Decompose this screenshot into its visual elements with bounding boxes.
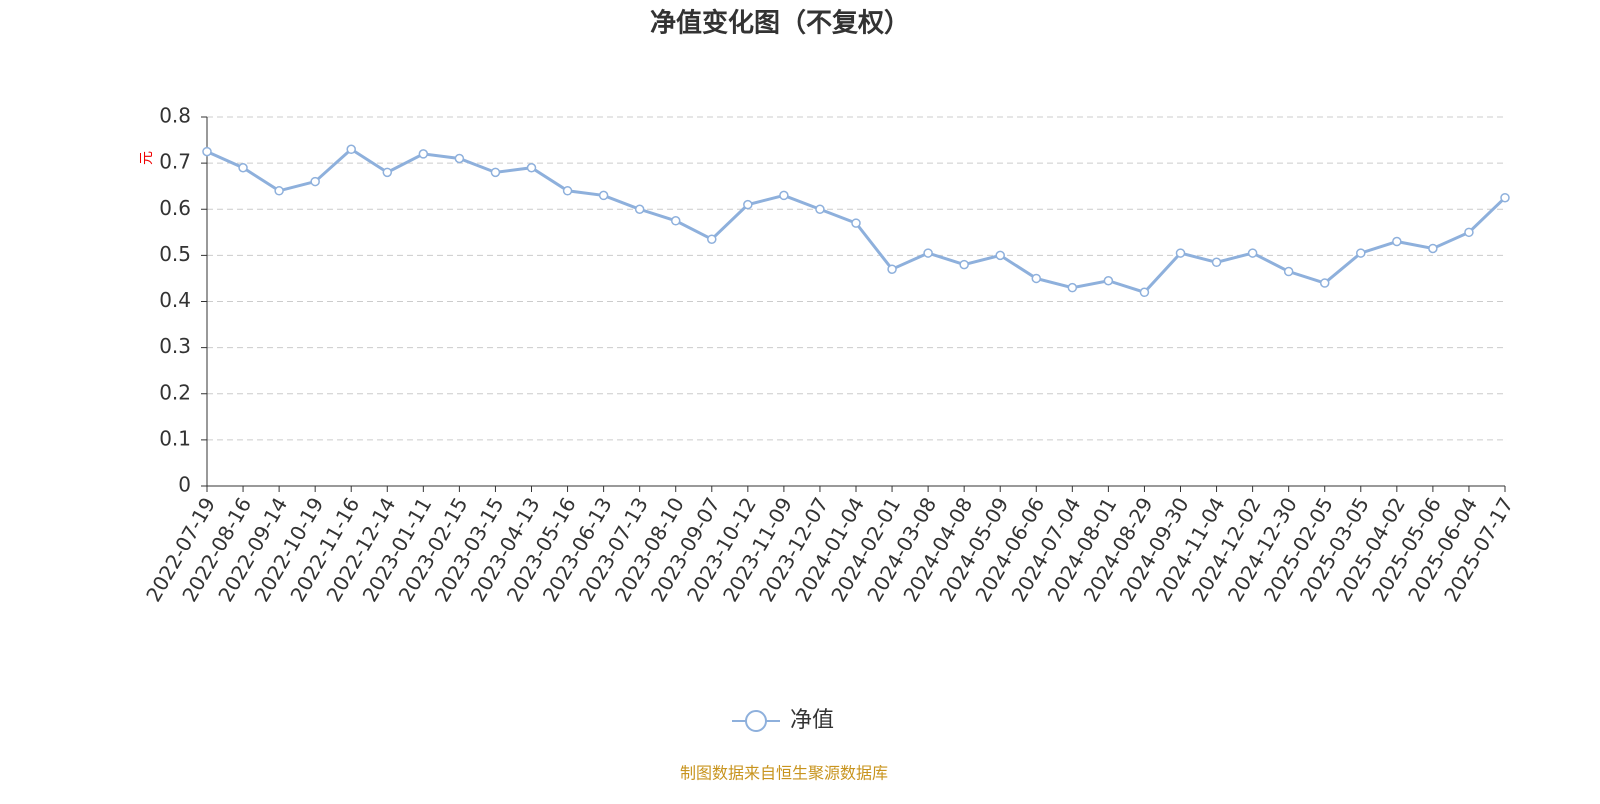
data-point [923, 248, 933, 258]
data-point [346, 144, 356, 155]
legend-marker [745, 710, 767, 732]
chart-title: 净值变化图（不复权） [650, 8, 910, 39]
data-point [1283, 266, 1294, 277]
data-point [1067, 282, 1078, 293]
data-point [887, 264, 897, 274]
data-point [995, 250, 1005, 261]
data-point [562, 186, 573, 196]
y-tick-label: 0.7 [159, 150, 191, 174]
data-point [779, 190, 789, 201]
y-tick-label: 0.2 [159, 380, 191, 404]
data-point [670, 216, 681, 226]
y-tick-label: 0.4 [159, 288, 191, 312]
source-note: 制图数据来自恒生聚源数据库 [680, 764, 888, 783]
y-axis-label: 元 [139, 151, 155, 165]
data-point [310, 176, 320, 187]
data-point [1500, 192, 1510, 203]
data-point [1247, 248, 1258, 258]
data-point [1031, 273, 1042, 284]
y-tick-label: 0.8 [159, 104, 191, 128]
data-point [1356, 248, 1366, 258]
data-point [1139, 287, 1150, 298]
data-point [274, 186, 284, 196]
legend-label: 净值 [790, 708, 834, 733]
data-point [959, 259, 969, 270]
data-point [707, 234, 717, 244]
data-point [634, 204, 645, 214]
data-point [1464, 227, 1474, 238]
data-point [1319, 278, 1330, 288]
data-point [238, 162, 248, 173]
data-point [382, 167, 393, 178]
data-point [598, 190, 609, 201]
y-tick-label: 0.3 [159, 334, 191, 358]
data-point [743, 199, 753, 210]
data-point [851, 218, 861, 228]
data-point [1211, 257, 1222, 268]
data-point [1103, 275, 1114, 286]
y-tick-label: 0 [178, 473, 191, 497]
y-tick-label: 0.5 [159, 242, 191, 266]
y-tick-label: 0.1 [159, 426, 191, 450]
data-point [815, 204, 825, 214]
data-point [202, 146, 212, 157]
data-point [1175, 248, 1186, 258]
y-tick-label: 0.6 [159, 196, 191, 220]
data-point [1428, 243, 1438, 254]
data-point [490, 167, 501, 178]
data-point [418, 149, 429, 159]
data-point [454, 153, 465, 164]
data-point [1392, 236, 1402, 247]
data-point [526, 162, 537, 173]
